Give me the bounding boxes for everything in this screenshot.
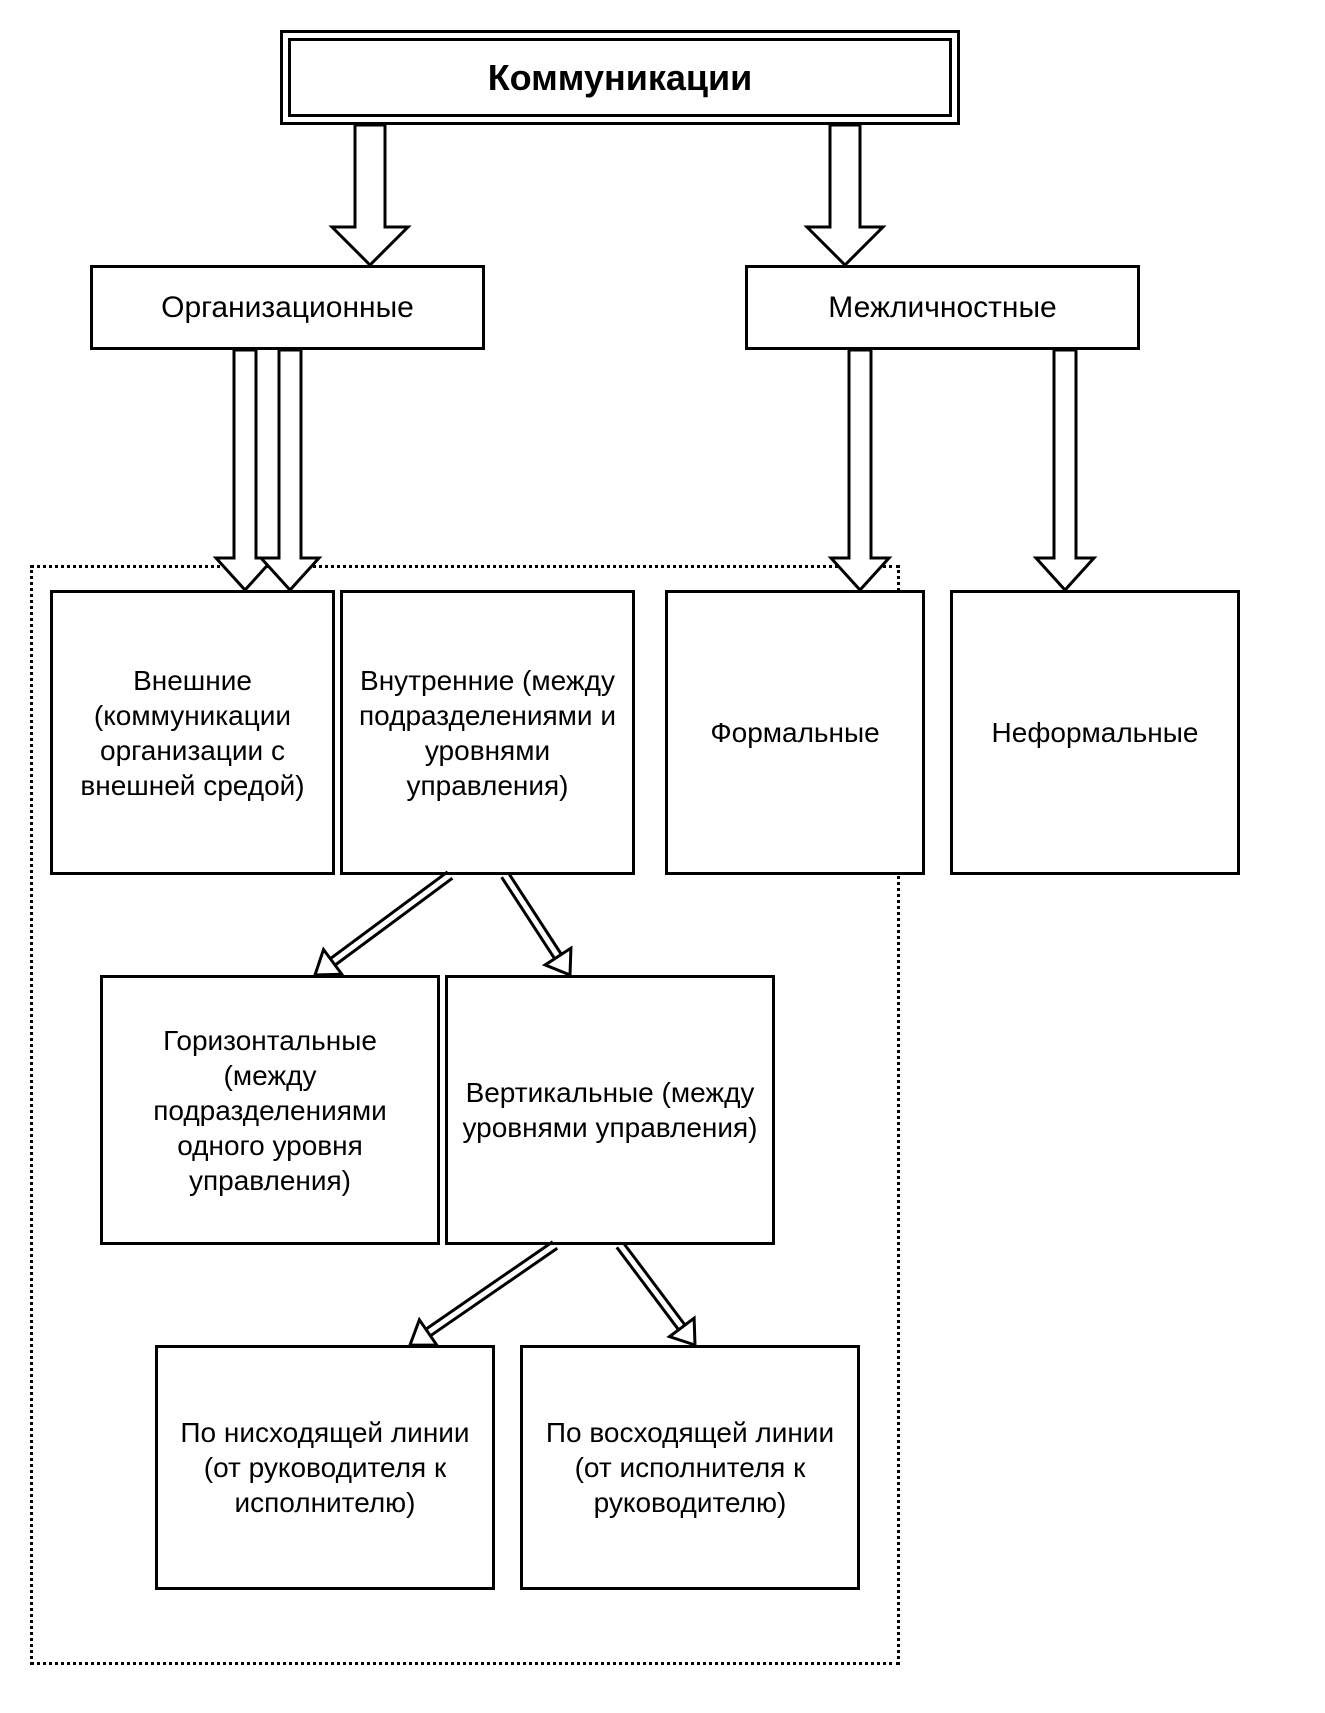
node-interpersonal: Межличностные xyxy=(745,265,1140,350)
node-external: Внешние (коммуникации организации с внеш… xyxy=(50,590,335,875)
diagram-stage: Коммуникации Организационные Межличностн… xyxy=(0,0,1325,1713)
node-formal-label: Формальные xyxy=(710,715,879,750)
node-upward-label: По восходящей линии (от исполнителя к ру… xyxy=(533,1415,847,1520)
node-informal-label: Неформальные xyxy=(992,715,1199,750)
node-internal: Внутренние (между подразделениями и уров… xyxy=(340,590,635,875)
node-horizontal: Горизонтальные (между подразделениями од… xyxy=(100,975,440,1245)
root-label: Коммуникации xyxy=(488,55,753,100)
node-organizational: Организационные xyxy=(90,265,485,350)
node-organizational-label: Организационные xyxy=(161,289,414,327)
node-downward-label: По нисходящей линии (от руководителя к и… xyxy=(168,1415,482,1520)
node-vertical-label: Вертикальные (между уровнями управления) xyxy=(458,1075,762,1145)
node-internal-label: Внутренние (между подразделениями и уров… xyxy=(353,663,622,803)
node-downward: По нисходящей линии (от руководителя к и… xyxy=(155,1345,495,1590)
node-interpersonal-label: Межличностные xyxy=(828,289,1056,327)
root-node: Коммуникации xyxy=(280,30,960,125)
node-external-label: Внешние (коммуникации организации с внеш… xyxy=(63,663,322,803)
node-informal: Неформальные xyxy=(950,590,1240,875)
node-vertical: Вертикальные (между уровнями управления) xyxy=(445,975,775,1245)
node-horizontal-label: Горизонтальные (между подразделениями од… xyxy=(113,1023,427,1198)
node-upward: По восходящей линии (от исполнителя к ру… xyxy=(520,1345,860,1590)
node-formal: Формальные xyxy=(665,590,925,875)
